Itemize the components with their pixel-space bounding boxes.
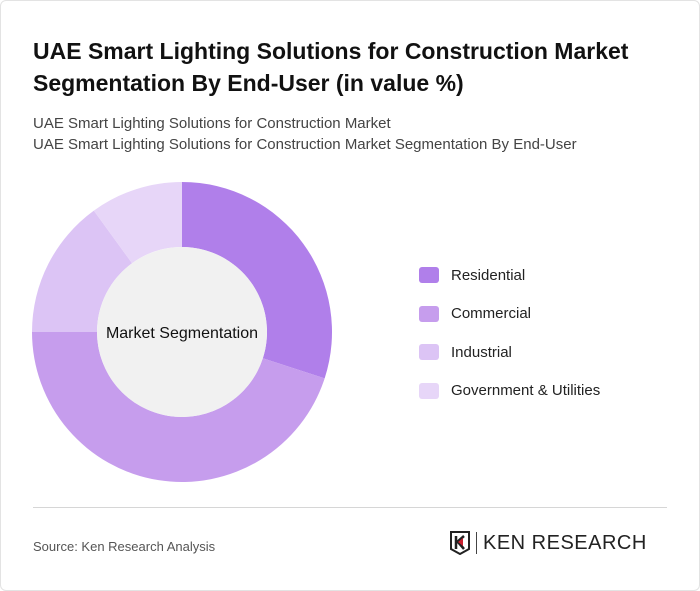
legend: Residential Commercial Industrial Governmen… <box>419 265 600 419</box>
slice-government-utilities <box>93 182 182 264</box>
logo-text: KEN RESEARCH <box>483 531 647 554</box>
subtitle-market: UAE Smart Lighting Solutions for Constru… <box>33 115 391 132</box>
slice-industrial <box>32 210 133 332</box>
slice-residential <box>182 182 333 379</box>
legend-swatch <box>419 344 439 360</box>
subtitle-segmentation: UAE Smart Lighting Solutions for Constru… <box>33 136 577 153</box>
legend-swatch <box>419 382 439 399</box>
legend-label: Industrial <box>451 343 512 361</box>
legend-item: Industrial <box>419 342 600 362</box>
source-text: Source: Ken Research Analysis <box>33 539 216 554</box>
slice-commercial <box>32 332 325 482</box>
legend-swatch <box>419 305 439 322</box>
footer-divider <box>33 507 667 508</box>
legend-swatch <box>419 267 439 283</box>
legend-label: Government & Utilities <box>451 382 601 399</box>
ken-research-logo-icon <box>450 531 470 555</box>
legend-label: Commercial <box>451 305 532 322</box>
legend-item: Residential <box>419 265 600 285</box>
legend-label: Residential <box>451 266 526 284</box>
legend-item: Commercial <box>419 304 600 324</box>
ken-research-logo: KEN RESEARCH <box>449 531 647 555</box>
donut-hole <box>97 247 267 417</box>
legend-item: Government & Utilities <box>419 381 600 401</box>
center-label: Market Segmentation <box>106 325 258 342</box>
donut-chart: Market Segmentation <box>32 182 333 482</box>
chart-title: UAE Smart Lighting Solutions for Constru… <box>33 38 629 96</box>
logo-separator <box>476 532 477 554</box>
